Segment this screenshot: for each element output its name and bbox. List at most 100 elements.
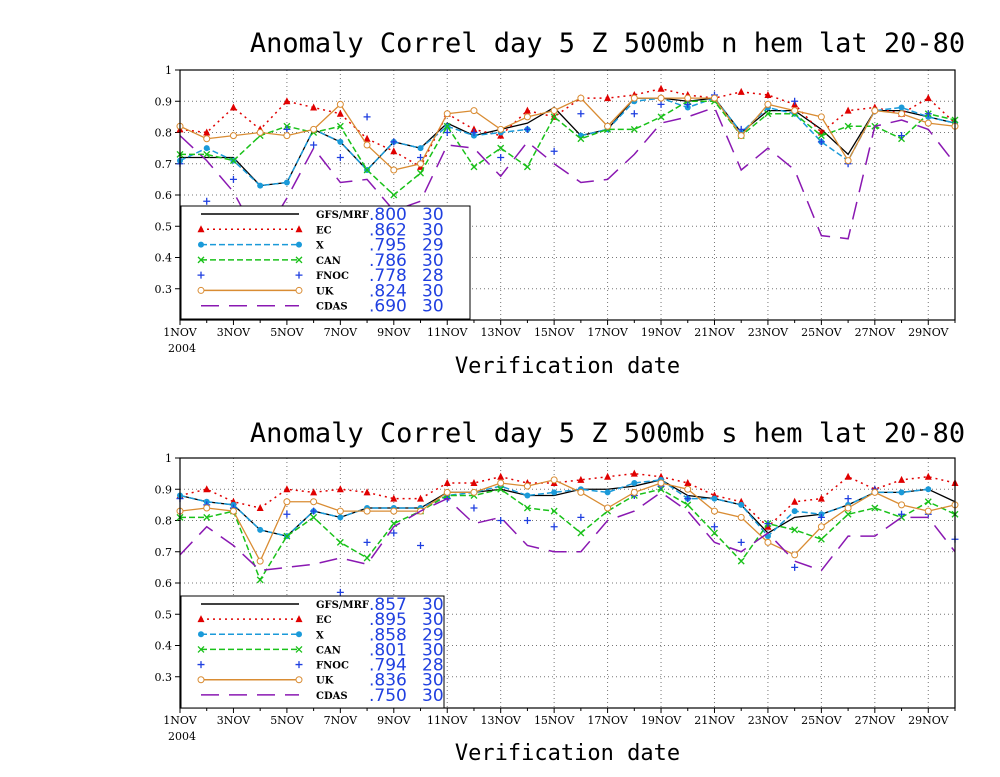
legend-series-name: CAN [316, 645, 341, 656]
legend-series-score: .801 [369, 640, 407, 660]
legend-series-count: 30 [422, 281, 444, 301]
data-point [470, 504, 478, 512]
data-point [791, 563, 799, 571]
legend-marker [296, 241, 302, 248]
data-point [283, 485, 291, 493]
data-point [844, 472, 852, 480]
data-point [203, 504, 211, 512]
data-point [203, 150, 211, 158]
y-tick-label: 0.6 [155, 189, 173, 202]
legend-marker [295, 271, 303, 279]
x-axis-label: Verification date [455, 741, 680, 766]
data-point [363, 113, 371, 121]
data-point [524, 492, 531, 499]
chart-title: Anomaly Correl day 5 Z 500mb n hem lat 2… [250, 28, 965, 59]
data-point [497, 485, 505, 493]
legend-series-count: 30 [422, 686, 444, 706]
data-point [310, 507, 318, 515]
legend-marker [198, 631, 204, 638]
data-point [523, 504, 531, 512]
data-point [363, 488, 371, 496]
chart-panel-2: Anomaly Correl day 5 Z 500mb s hem lat 2… [155, 418, 966, 766]
data-point [871, 488, 879, 496]
legend-marker [197, 661, 205, 669]
legend: GFS/MRF .800 30 EC .862 30 X .795 29 CAN .786 30 FNO… [180, 205, 471, 320]
data-point [657, 84, 665, 92]
legend-marker [197, 645, 205, 653]
legend-series-score: .786 [369, 251, 407, 271]
y-tick-label: 0.9 [155, 483, 173, 496]
data-point [630, 94, 638, 102]
data-point [417, 494, 425, 502]
legend-series-score: .862 [369, 220, 407, 240]
data-point [550, 476, 558, 484]
data-point [523, 125, 531, 133]
data-point [390, 147, 398, 155]
legend-box [180, 205, 471, 320]
data-point [363, 538, 371, 546]
x-tick-label: 25NOV [801, 326, 842, 339]
data-point [604, 472, 612, 480]
y-tick-label: 0.5 [155, 220, 173, 233]
plot-frame [179, 457, 956, 709]
data-point [684, 479, 692, 486]
legend-series-count: 28 [422, 266, 444, 286]
data-point [283, 132, 291, 140]
data-point [310, 103, 318, 111]
data-point [310, 125, 318, 133]
data-point [764, 91, 772, 98]
series-fnoc [176, 91, 932, 205]
data-point [417, 542, 425, 549]
data-point [925, 486, 932, 493]
legend-marker [295, 256, 303, 264]
data-point [817, 132, 825, 140]
data-point [898, 501, 906, 509]
legend-series-name: CDAS [316, 302, 348, 313]
data-point [363, 141, 371, 149]
y-tick-label: 0.3 [155, 671, 173, 684]
data-point [229, 507, 237, 515]
x-tick-label: 19NOV [641, 326, 682, 339]
series-line [179, 97, 956, 171]
data-point [577, 513, 585, 521]
data-point [737, 513, 745, 521]
data-point [470, 488, 478, 496]
x-tick-label: 29NOV [908, 714, 949, 727]
data-point [817, 138, 825, 146]
x-tick-label: 3NOV [217, 714, 251, 727]
data-point [203, 145, 210, 152]
data-point [630, 110, 638, 118]
series-ec [176, 469, 959, 530]
legend-series-name: EC [316, 615, 332, 626]
data-point [417, 169, 424, 177]
data-point [924, 94, 932, 102]
data-point [390, 138, 398, 146]
data-point [817, 494, 825, 502]
data-point [737, 132, 745, 140]
legend-box [180, 595, 445, 709]
legend-marker [197, 256, 205, 264]
data-point [924, 472, 932, 480]
data-point [924, 507, 932, 515]
series-line [179, 125, 528, 187]
data-point [470, 125, 478, 133]
y-tick-label: 0.4 [155, 252, 173, 265]
x-tick-label: 23NOV [748, 326, 789, 339]
legend-marker [198, 241, 204, 248]
chart-title: Anomaly Correl day 5 Z 500mb s hem lat 2… [250, 418, 965, 449]
data-point [738, 501, 745, 508]
data-point [711, 495, 718, 502]
data-point [390, 529, 398, 537]
x-tick-label: 17NOV [587, 714, 628, 727]
x-tick-label: 25NOV [801, 714, 842, 727]
data-point [764, 100, 772, 108]
legend-series-score: .690 [369, 297, 407, 317]
legend-marker [295, 615, 303, 623]
data-point [336, 588, 344, 596]
data-point [417, 154, 425, 161]
x-tick-label: 9NOV [377, 714, 411, 727]
data-point [844, 122, 852, 130]
data-point [336, 485, 344, 493]
data-point [523, 163, 531, 171]
data-point [390, 494, 398, 502]
